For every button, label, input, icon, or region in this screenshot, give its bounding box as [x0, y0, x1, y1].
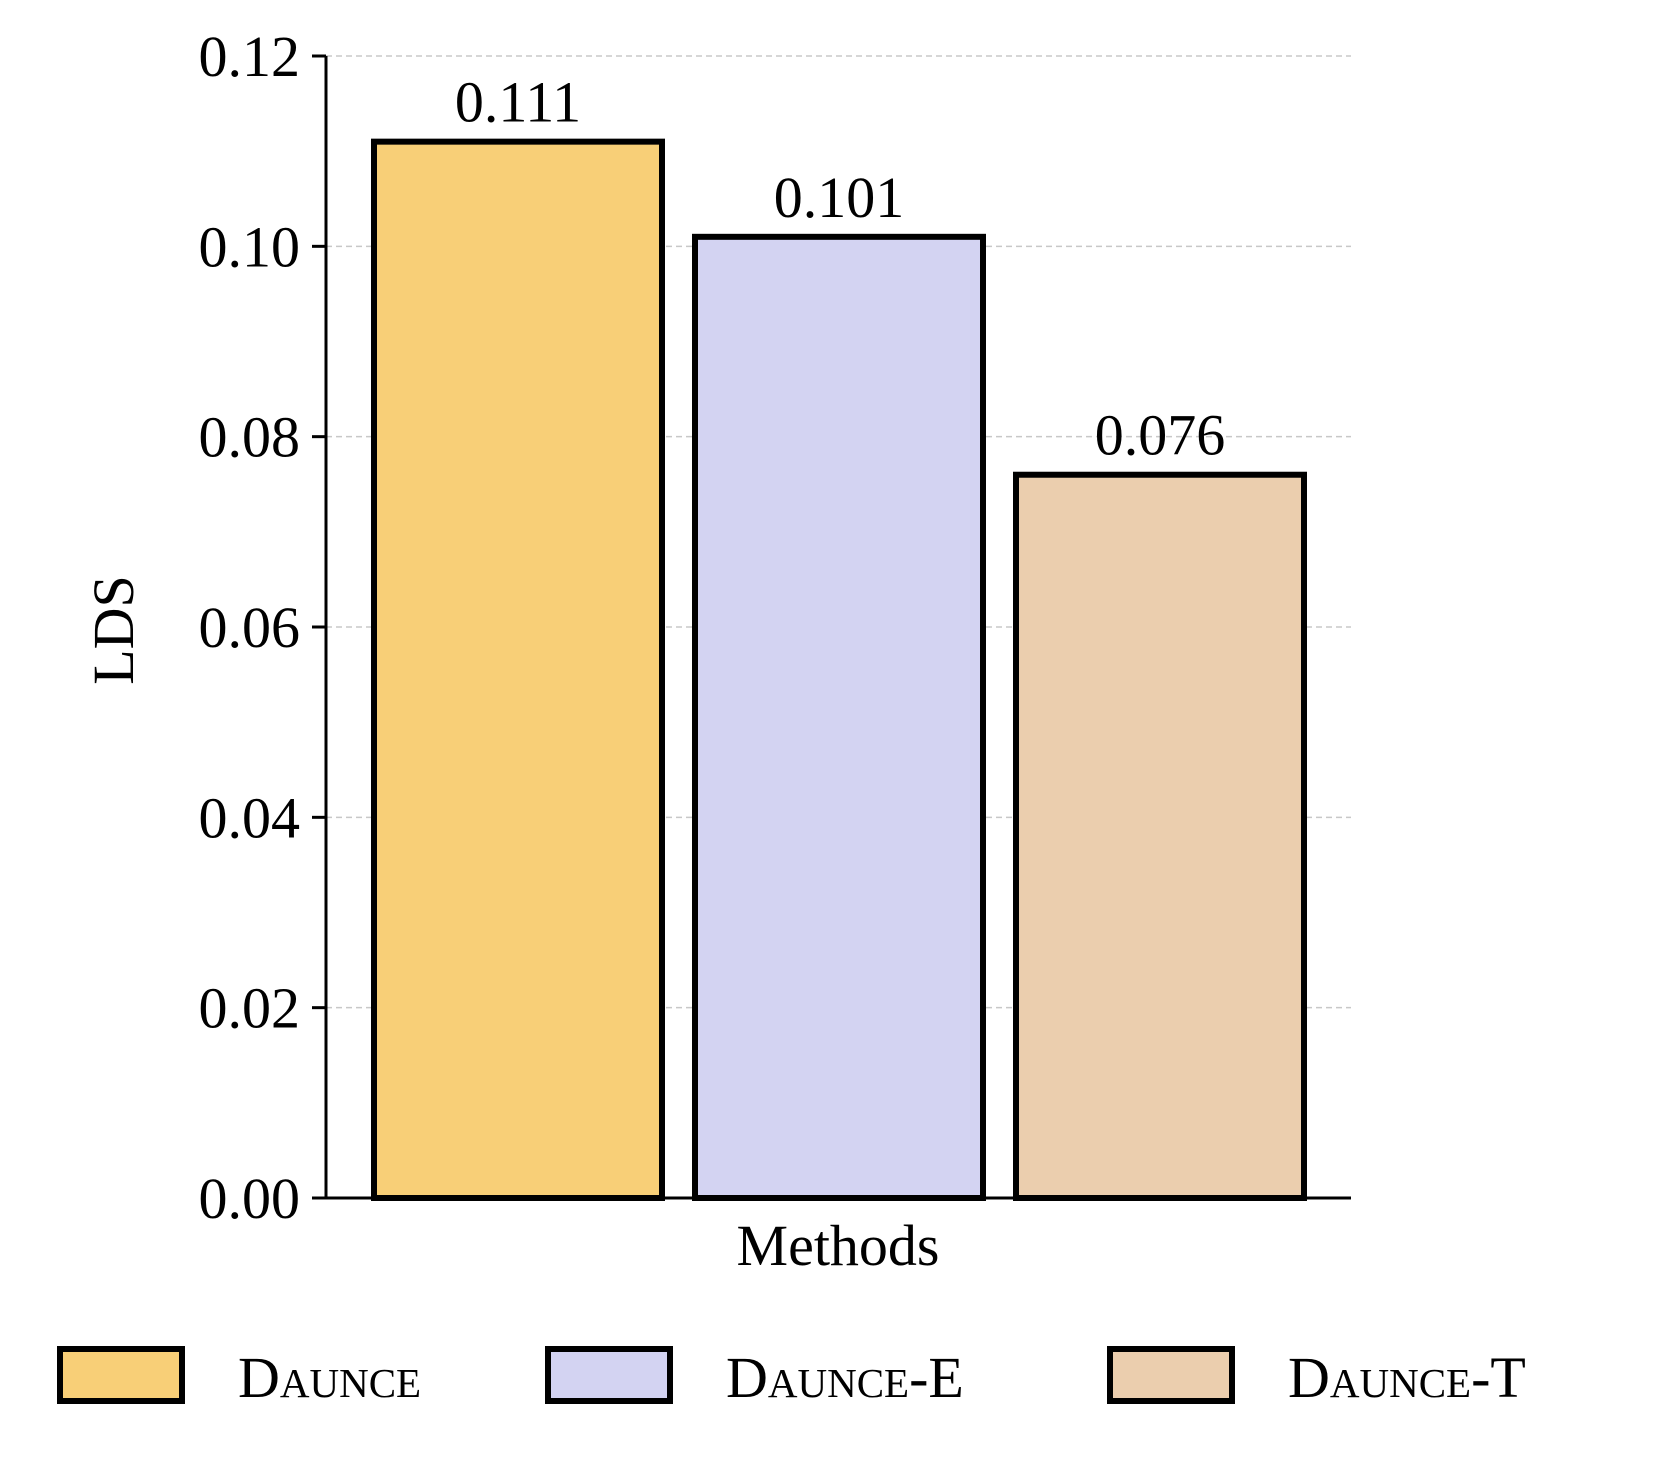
bar-value-label: 0.101 [774, 165, 905, 230]
y-tick-label: 0.00 [199, 1166, 301, 1231]
bars [371, 138, 1307, 1202]
legend-swatch [57, 1346, 185, 1404]
legend-label: Daunce-E [726, 1345, 964, 1410]
bar-value-label: 0.111 [455, 70, 581, 135]
legend-swatch [1107, 1346, 1235, 1404]
y-ticks: 0.00 0.02 0.04 0.06 0.08 0.10 0.12 [199, 24, 326, 1231]
y-tick-label: 0.06 [199, 595, 301, 660]
legend: Daunce Daunce-E Daunce-T [57, 1345, 1526, 1410]
y-tick-label: 0.08 [199, 405, 301, 470]
y-axis-title: LDS [81, 575, 146, 685]
y-tick-label: 0.02 [199, 976, 301, 1041]
bar-daunce-t [1013, 471, 1307, 1201]
legend-label: Daunce-T [1288, 1345, 1526, 1410]
legend-label: Daunce [238, 1345, 421, 1410]
bar-daunce-e [692, 233, 986, 1202]
data-labels: 0.111 0.101 0.076 [455, 70, 1225, 468]
bar-daunce [371, 138, 665, 1201]
y-tick-label: 0.04 [199, 785, 301, 850]
x-axis-title: Methods [737, 1213, 940, 1278]
legend-swatch [545, 1346, 673, 1404]
y-tick-label: 0.10 [199, 214, 301, 279]
bar-value-label: 0.076 [1095, 403, 1226, 468]
y-tick-label: 0.12 [199, 24, 301, 89]
